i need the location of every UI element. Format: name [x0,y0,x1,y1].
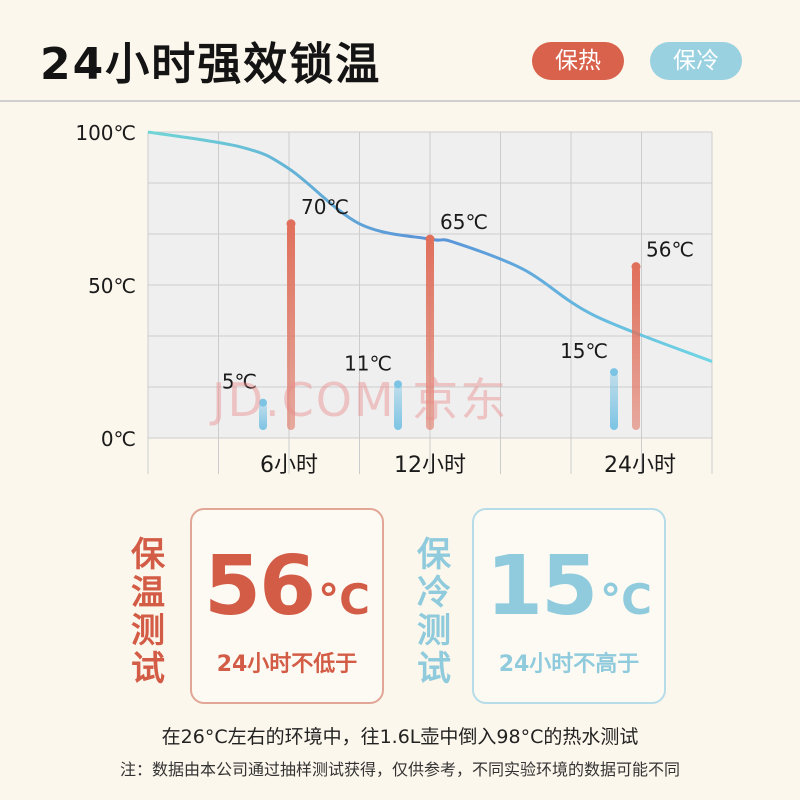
y-tick-label: 50℃ [88,274,136,298]
cold-label-char: 测 [417,611,451,651]
cold-value: 15 [486,539,598,634]
hot-label-char: 测 [131,611,165,651]
cold-result-caption: 24小时不高于 [498,652,640,677]
cold-bar [259,402,267,430]
cold-label-char: 试 [417,649,451,689]
hot-data-label: 65℃ [440,210,488,234]
cold-test-vertical-label: 保 冷 测 试 [414,536,454,688]
cold-result-value: 15°C [474,542,664,645]
cold-data-label: 11℃ [344,351,392,375]
disclaimer-note: 注：数据由本公司通过抽样测试获得，仅供参考，不同实验环境的数据可能不同 [119,760,680,779]
cold-bar [394,384,402,430]
hot-result-card: 56°C 24小时不低于 [190,508,384,704]
hot-bar [632,266,640,430]
cold-data-label: 15℃ [560,339,608,363]
hot-test-vertical-label: 保 温 测 试 [128,536,168,688]
hot-label-char: 保 [131,535,165,575]
hot-bar [287,223,295,430]
cold-point [259,398,267,407]
hot-value: 56 [204,539,316,634]
cold-label-char: 冷 [417,573,451,613]
hot-label-char: 温 [131,573,165,613]
cold-point [394,380,402,389]
header-divider [0,100,800,102]
cold-result-card: 15°C 24小时不高于 [472,508,666,704]
hot-point [631,262,641,272]
cold-point [610,368,618,377]
hot-tag: 保热 [532,42,624,80]
hot-result-caption: 24小时不低于 [216,652,358,677]
cold-label-char: 保 [417,535,451,575]
test-condition-note: 在26°C左右的环境中，往1.6L壶中倒入98°C的热水测试 [161,726,639,748]
cold-unit: °C [600,575,652,624]
x-tick-label: 6小时 [260,453,318,478]
cold-data-label: 5℃ [222,370,257,394]
x-tick-label: 12小时 [394,453,466,478]
hot-unit: °C [318,575,370,624]
hot-label-char: 试 [131,649,165,689]
cold-tag: 保冷 [650,42,742,80]
hot-result-value: 56°C [192,542,382,645]
hot-point [286,219,296,229]
watermark: JD.COM 京东 [212,373,509,427]
y-tick-label: 0℃ [101,427,136,451]
page-title: 24小时强效锁温 [40,39,382,90]
y-tick-label: 100℃ [75,121,136,145]
temperature-chart: 100℃ 50℃ 0℃ 6小时 12小时 24小时 70℃ 65℃ 56℃ 5℃ 11℃ 15℃ [75,121,713,478]
hot-bar [426,239,434,430]
cold-bar [610,372,618,430]
hot-point [425,234,435,244]
hot-data-label: 70℃ [301,195,349,219]
x-tick-label: 24小时 [604,453,676,478]
hot-data-label: 56℃ [646,238,694,262]
